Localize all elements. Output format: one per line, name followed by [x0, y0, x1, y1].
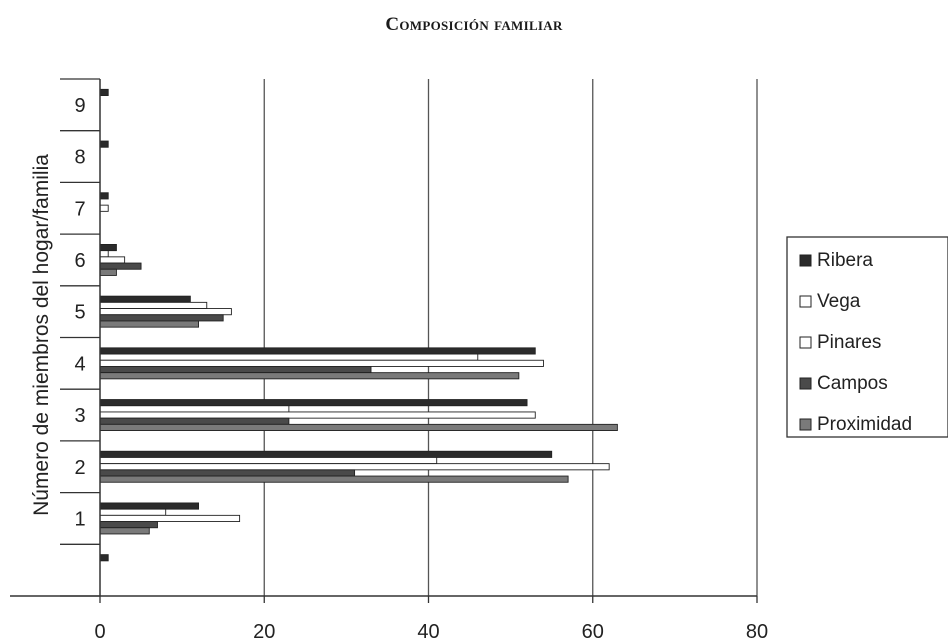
bar-campos-3 [99, 417, 290, 425]
axes: 0 20 40 60 80 1 2 3 4 5 6 7 8 9 [10, 78, 768, 641]
bar-vega-4 [99, 353, 479, 361]
legend-swatch-ribera [799, 254, 812, 267]
bar-ribera-4 [99, 347, 536, 355]
y-tick-label: 8 [74, 147, 85, 169]
bar-pinares-3 [99, 411, 536, 419]
grid-lines [263, 79, 758, 596]
legend-swatch-proximidad [799, 418, 812, 431]
bar-proximidad-6 [99, 268, 117, 276]
legend-box [786, 236, 948, 438]
bar-proximidad-1 [99, 527, 150, 535]
bar-proximidad-4 [99, 372, 520, 380]
y-tick-label: 9 [74, 95, 85, 117]
bar-vega-3 [99, 405, 290, 413]
legend-label: Pinares [817, 332, 881, 353]
bar-vega-5 [99, 301, 208, 310]
legend-label: Ribera [817, 250, 873, 271]
y-tick-label: 6 [74, 250, 85, 272]
chart-title: Composición familiar [385, 14, 563, 35]
y-tick-label: 7 [74, 198, 85, 220]
bar-pinares-5 [99, 308, 232, 316]
bar-ribera-2 [99, 450, 553, 458]
bar-ribera-7 [99, 192, 109, 200]
legend-label: Vega [817, 291, 861, 312]
bar-campos-2 [99, 469, 356, 477]
y-tick-label: 1 [74, 508, 85, 530]
x-tick-label: 80 [746, 621, 768, 641]
x-tick-label: 20 [253, 621, 275, 641]
x-tick-label: 0 [94, 621, 105, 641]
bar-vega-2 [99, 457, 438, 465]
y-tick-label: 4 [74, 353, 85, 375]
legend-label: Campos [817, 373, 888, 394]
legend: Ribera Vega Pinares Campos Proximidad [786, 236, 948, 438]
legend-swatch-pinares [799, 336, 812, 349]
bar-campos-6 [99, 262, 142, 270]
bar-ribera-6 [99, 243, 117, 252]
y-tick-label: 3 [74, 405, 85, 427]
bar-ribera-8 [99, 140, 109, 148]
x-tick-label: 60 [582, 621, 604, 641]
bar-ribera-9 [99, 88, 109, 96]
bar-pinares-4 [99, 359, 544, 367]
bar-campos-4 [99, 366, 372, 374]
legend-swatch-vega [799, 295, 812, 308]
bar-pinares-6 [99, 256, 126, 264]
bar-ribera-3 [99, 399, 528, 407]
bar-vega-1 [99, 508, 167, 516]
bar-vega-6 [99, 250, 109, 258]
bar-ribera-none [99, 554, 109, 562]
bars [99, 88, 618, 562]
y-tick-label: 5 [74, 302, 85, 324]
y-axis-label: Número de miembros del hogar/familia [30, 154, 53, 516]
bar-proximidad-5 [99, 320, 200, 328]
bar-pinares-7 [99, 204, 109, 212]
bar-ribera-5 [99, 295, 191, 303]
bar-campos-5 [99, 314, 224, 322]
legend-label: Proximidad [817, 414, 912, 435]
bar-ribera-1 [99, 502, 200, 510]
bar-campos-1 [99, 521, 158, 529]
bar-proximidad-2 [99, 475, 569, 483]
bar-pinares-2 [99, 463, 610, 471]
bar-proximidad-3 [99, 423, 618, 432]
legend-swatch-campos [799, 377, 812, 390]
x-tick-label: 40 [417, 621, 439, 641]
y-tick-label: 2 [74, 457, 85, 479]
bar-pinares-1 [99, 514, 241, 522]
